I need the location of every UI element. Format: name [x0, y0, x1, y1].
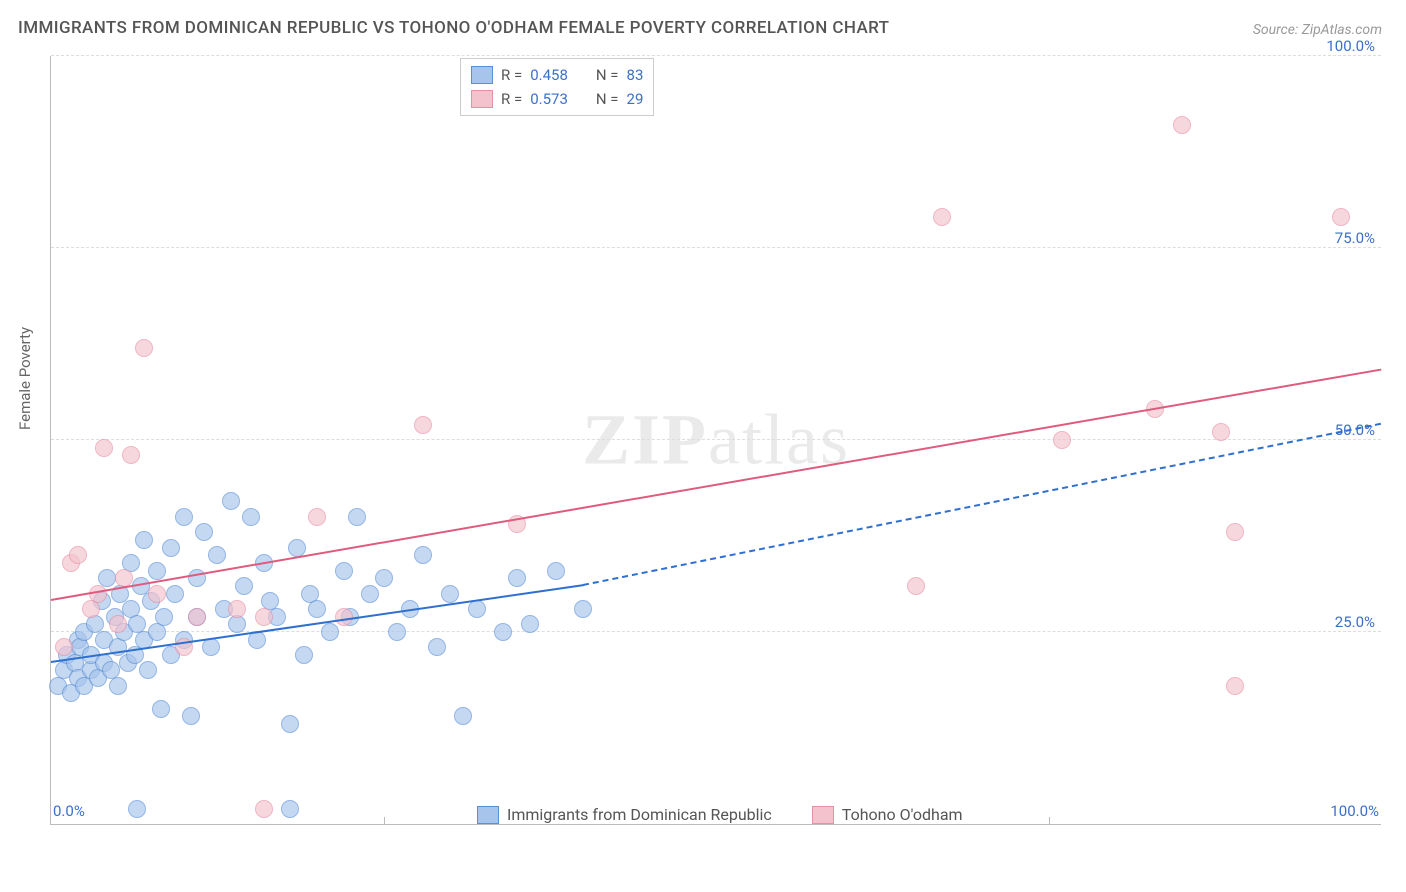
legend-r-value: 0.573 — [530, 90, 568, 108]
y-tick-label: 25.0% — [1335, 613, 1375, 631]
data-point — [308, 600, 326, 618]
data-point — [155, 608, 173, 626]
data-point — [335, 562, 353, 580]
data-point — [454, 707, 472, 725]
y-axis-label: Female Poverty — [16, 327, 34, 430]
legend-n-value: 83 — [627, 66, 644, 84]
data-point — [1053, 431, 1071, 449]
y-tick-label: 100.0% — [1326, 37, 1375, 55]
data-point — [175, 508, 193, 526]
data-point — [255, 608, 273, 626]
data-point — [208, 546, 226, 564]
data-point — [375, 569, 393, 587]
data-point — [1226, 677, 1244, 695]
legend-r-value: 0.458 — [530, 66, 568, 84]
data-point — [242, 508, 260, 526]
data-point — [166, 585, 184, 603]
data-point — [109, 615, 127, 633]
data-point — [1332, 208, 1350, 226]
legend-series-name: Immigrants from Dominican Republic — [507, 805, 772, 824]
correlation-legend: R = 0.458 N = 83 R = 0.573 N = 29 — [460, 58, 654, 116]
data-point — [235, 577, 253, 595]
data-point — [288, 539, 306, 557]
legend-n-value: 29 — [627, 90, 644, 108]
legend-swatch — [471, 66, 493, 84]
data-point — [55, 638, 73, 656]
legend-item: Immigrants from Dominican Republic — [477, 805, 772, 824]
legend-n-label: N = — [596, 66, 619, 84]
data-point — [281, 800, 299, 818]
data-point — [933, 208, 951, 226]
data-point — [494, 623, 512, 641]
y-tick-label: 75.0% — [1335, 229, 1375, 247]
legend-r-label: R = — [501, 90, 522, 108]
legend-series-name: Tohono O'odham — [842, 805, 963, 824]
legend-swatch — [471, 90, 493, 108]
data-point — [228, 615, 246, 633]
legend-row: R = 0.458 N = 83 — [471, 63, 643, 87]
x-tick-mark — [1049, 817, 1050, 825]
data-point — [547, 562, 565, 580]
data-point — [202, 638, 220, 656]
data-point — [521, 615, 539, 633]
data-point — [148, 585, 166, 603]
data-point — [228, 600, 246, 618]
data-point — [1226, 523, 1244, 541]
data-point — [295, 646, 313, 664]
data-point — [1212, 423, 1230, 441]
data-point — [135, 531, 153, 549]
gridline — [51, 439, 1381, 440]
data-point — [321, 623, 339, 641]
legend-swatch — [477, 806, 499, 824]
data-point — [281, 715, 299, 733]
data-point — [162, 539, 180, 557]
legend-item: Tohono O'odham — [812, 805, 963, 824]
source-attribution: Source: ZipAtlas.com — [1253, 22, 1382, 38]
scatter-plot-area: ZIPatlas 25.0%50.0%75.0%100.0%0.0%100.0%… — [50, 56, 1381, 825]
data-point — [148, 623, 166, 641]
trend-line — [51, 369, 1381, 601]
data-point — [82, 600, 100, 618]
data-point — [152, 700, 170, 718]
data-point — [128, 800, 146, 818]
data-point — [69, 546, 87, 564]
x-tick-mark — [384, 817, 385, 825]
data-point — [135, 339, 153, 357]
data-point — [139, 661, 157, 679]
data-point — [188, 608, 206, 626]
data-point — [222, 492, 240, 510]
data-point — [335, 608, 353, 626]
trend-line — [583, 423, 1381, 586]
data-point — [428, 638, 446, 656]
legend-row: R = 0.573 N = 29 — [471, 87, 643, 111]
x-tick-label: 100.0% — [1330, 802, 1379, 820]
legend-r-label: R = — [501, 66, 522, 84]
data-point — [109, 677, 127, 695]
gridline — [51, 247, 1381, 248]
data-point — [907, 577, 925, 595]
data-point — [508, 569, 526, 587]
legend-swatch — [812, 806, 834, 824]
data-point — [468, 600, 486, 618]
data-point — [148, 562, 166, 580]
gridline — [51, 55, 1381, 56]
data-point — [182, 707, 200, 725]
series-legend: Immigrants from Dominican Republic Tohono… — [471, 805, 969, 824]
data-point — [361, 585, 379, 603]
data-point — [1173, 116, 1191, 134]
data-point — [348, 508, 366, 526]
data-point — [122, 446, 140, 464]
data-point — [195, 523, 213, 541]
data-point — [414, 416, 432, 434]
x-tick-label: 0.0% — [53, 802, 85, 820]
data-point — [255, 800, 273, 818]
data-point — [95, 439, 113, 457]
data-point — [308, 508, 326, 526]
chart-title: IMMIGRANTS FROM DOMINICAN REPUBLIC VS TO… — [18, 18, 889, 38]
data-point — [388, 623, 406, 641]
data-point — [574, 600, 592, 618]
data-point — [414, 546, 432, 564]
legend-n-label: N = — [596, 90, 619, 108]
data-point — [441, 585, 459, 603]
